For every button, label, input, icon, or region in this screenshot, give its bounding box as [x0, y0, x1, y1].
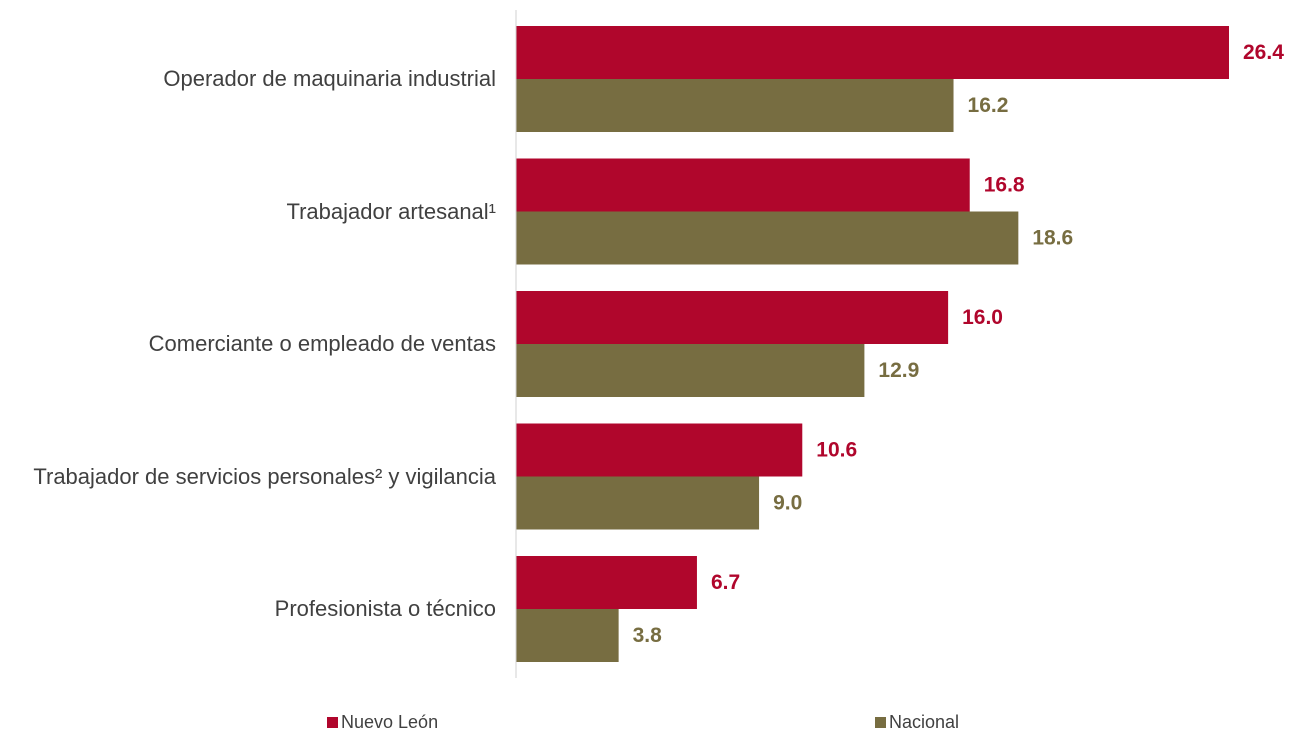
bar: [516, 556, 697, 609]
bar: [516, 79, 954, 132]
category-label: Trabajador de servicios personales² y vi…: [6, 461, 496, 493]
bar: [516, 423, 803, 477]
value-label: 16.2: [968, 94, 1009, 117]
value-label: 9.0: [773, 492, 802, 515]
legend-swatch: [875, 717, 886, 728]
category-text: Trabajador de servicios personales² y vi…: [33, 463, 496, 489]
bar: [516, 158, 970, 212]
value-label: 3.8: [633, 624, 663, 647]
bar: [516, 26, 1229, 79]
legend-swatch: [327, 717, 338, 728]
value-label: 6.7: [711, 571, 740, 594]
category-text: Trabajador artesanal¹: [286, 198, 496, 224]
value-label: 12.9: [878, 359, 919, 382]
bar: [516, 211, 1019, 265]
category-label: Comerciante o empleado de ventas: [6, 328, 496, 360]
category-label: Trabajador artesanal¹: [6, 196, 496, 228]
bar: [516, 476, 760, 530]
value-label: 18.6: [1032, 227, 1073, 250]
value-label: 16.8: [984, 174, 1025, 197]
bar: [516, 291, 949, 344]
category-text: Operador de maquinaria industrial: [163, 66, 496, 91]
category-label: Operador de maquinaria industrial: [6, 63, 496, 95]
value-label: 10.6: [816, 439, 857, 462]
legend-label: Nacional: [889, 712, 959, 732]
category-label: Profesionista o técnico: [6, 593, 496, 625]
value-label: 26.4: [1243, 41, 1284, 64]
legend-label: Nuevo León: [341, 712, 438, 732]
bar: [516, 344, 865, 397]
category-text: Profesionista o técnico: [274, 596, 496, 621]
value-label: 16.0: [962, 306, 1003, 329]
category-text: Comerciante o empleado de ventas: [148, 331, 496, 356]
bar: [516, 609, 619, 662]
